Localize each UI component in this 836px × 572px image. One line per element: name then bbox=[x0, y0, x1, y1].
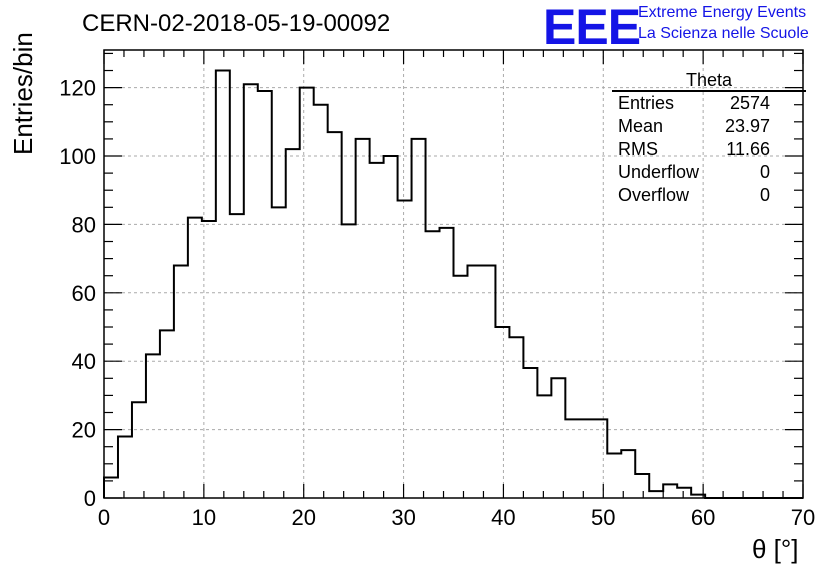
stats-title: Theta bbox=[612, 70, 806, 92]
y-tick-label: 100 bbox=[59, 144, 96, 169]
stats-value: 11.66 bbox=[726, 139, 770, 159]
histogram-bin bbox=[440, 228, 454, 498]
histogram-bin bbox=[579, 419, 593, 498]
stats-label: Overflow bbox=[618, 185, 690, 205]
histogram-bin bbox=[272, 207, 286, 498]
x-tick-label: 60 bbox=[691, 505, 715, 530]
stats-box: Theta Entries 2574 Mean 23.97 RMS 11.66 Und… bbox=[612, 70, 806, 207]
x-axis-label: θ [°] bbox=[752, 534, 799, 564]
x-tick-label: 0 bbox=[98, 505, 110, 530]
stats-row-entries: Entries 2574 bbox=[612, 92, 806, 115]
stats-row-mean: Mean 23.97 bbox=[612, 115, 806, 138]
histogram-series bbox=[103, 69, 803, 499]
stats-row-underflow: Underflow 0 bbox=[612, 161, 806, 184]
histogram-bin bbox=[593, 419, 607, 498]
histogram-bin bbox=[649, 491, 663, 498]
histogram-bin bbox=[663, 484, 677, 498]
histogram-bin bbox=[370, 163, 384, 498]
histogram-bin bbox=[174, 265, 188, 498]
histogram-bin bbox=[551, 378, 565, 498]
stats-row-rms: RMS 11.66 bbox=[612, 138, 806, 161]
histogram-bin bbox=[398, 200, 412, 498]
histogram-bin bbox=[314, 105, 328, 498]
histogram-bin bbox=[426, 231, 440, 498]
histogram-bin bbox=[384, 156, 398, 498]
histogram-bin bbox=[467, 265, 481, 498]
histogram-bin bbox=[146, 354, 160, 498]
logo-caption-line1: Extreme Energy Events bbox=[638, 4, 807, 21]
eee-logo: EEE bbox=[543, 0, 641, 55]
histogram-bin bbox=[300, 88, 314, 498]
histogram-bin bbox=[635, 474, 649, 498]
logo-caption-line2: La Scienza nelle Scuole bbox=[638, 25, 809, 42]
histogram-bin bbox=[523, 368, 537, 498]
histogram-bin bbox=[677, 488, 691, 498]
histogram-bin bbox=[216, 71, 230, 498]
histogram-bin bbox=[188, 218, 202, 498]
x-tick-label: 20 bbox=[291, 505, 315, 530]
histogram-bin bbox=[454, 276, 468, 498]
histogram-bin bbox=[160, 330, 174, 498]
histogram-bin bbox=[258, 91, 272, 498]
histogram-bin bbox=[230, 214, 244, 498]
y-axis-label: Entries/bin bbox=[8, 32, 38, 155]
stats-label: Underflow bbox=[618, 162, 700, 182]
histogram-bin bbox=[118, 436, 132, 498]
histogram-bin bbox=[495, 327, 509, 498]
histogram-bin bbox=[565, 419, 579, 498]
histogram-bin bbox=[509, 337, 523, 498]
histogram-bin bbox=[621, 450, 635, 498]
stats-label: Mean bbox=[618, 116, 664, 136]
stats-label: RMS bbox=[618, 139, 658, 159]
stats-value: 0 bbox=[759, 162, 770, 182]
y-tick-label: 60 bbox=[72, 281, 96, 306]
plot-frame bbox=[103, 49, 804, 499]
histogram-bin bbox=[356, 139, 370, 498]
stats-row-overflow: Overflow 0 bbox=[612, 184, 806, 207]
histogram-bin bbox=[412, 139, 426, 498]
histogram-bin bbox=[481, 265, 495, 498]
y-tick-label: 80 bbox=[72, 212, 96, 237]
histogram-bin bbox=[244, 84, 258, 498]
y-tick-label: 20 bbox=[72, 418, 96, 443]
histogram-bin bbox=[202, 221, 216, 498]
stats-label: Entries bbox=[618, 93, 675, 113]
x-tick-label: 50 bbox=[591, 505, 615, 530]
chart-title: CERN-02-2018-05-19-00092 bbox=[82, 10, 391, 37]
x-tick-label: 70 bbox=[791, 505, 815, 530]
histogram-bin bbox=[132, 402, 146, 498]
x-tick-label: 40 bbox=[491, 505, 515, 530]
y-tick-label: 0 bbox=[84, 486, 96, 511]
stats-value: 0 bbox=[759, 185, 770, 205]
histogram-bin bbox=[537, 395, 551, 498]
x-tick-label: 10 bbox=[192, 505, 216, 530]
stats-value: 23.97 bbox=[724, 116, 770, 136]
histogram-bin bbox=[286, 149, 300, 498]
x-tick-label: 30 bbox=[391, 505, 415, 530]
y-tick-label: 120 bbox=[59, 76, 96, 101]
histogram-bin bbox=[328, 132, 342, 498]
stats-value: 2574 bbox=[729, 93, 770, 113]
histogram-bin bbox=[607, 454, 621, 498]
y-tick-label: 40 bbox=[72, 349, 96, 374]
histogram-bin bbox=[342, 224, 356, 498]
